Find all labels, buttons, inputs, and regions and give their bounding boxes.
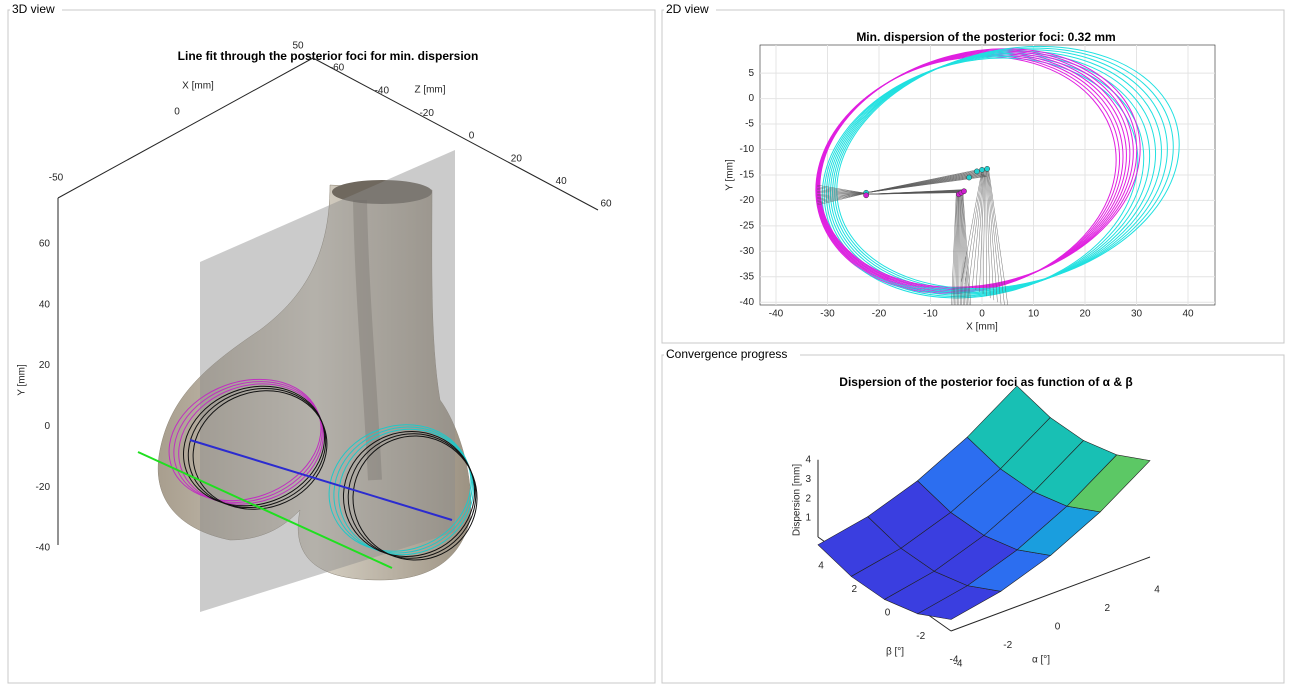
z-tick-label: 60 [600, 199, 612, 210]
focus-point [985, 166, 990, 171]
x-tick-label: 50 [292, 41, 304, 52]
z-tick-label: -20 [419, 108, 434, 119]
x-tick-label: 0 [174, 107, 180, 118]
focus-point [961, 189, 966, 194]
y-tick-label: 0 [885, 608, 891, 619]
z-tick-label: 3 [805, 474, 811, 485]
y-tick-label: 20 [39, 360, 51, 371]
y-tick-label: -25 [740, 220, 755, 231]
x-tick-label: 0 [1055, 622, 1061, 633]
y-label: Y [mm] [725, 159, 736, 191]
x-tick-label: -40 [769, 309, 784, 320]
z-tick-label: -40 [375, 85, 390, 96]
panel-title: Convergence progress [666, 347, 787, 361]
y-tick-label: 4 [818, 561, 824, 572]
y-tick-label: -5 [745, 119, 754, 130]
y-label: Y [mm] [17, 364, 28, 396]
x-tick-label: -4 [954, 659, 963, 670]
axes-title: Min. dispersion of the posterior foci: 0… [856, 30, 1115, 44]
y-tick-label: -2 [916, 631, 925, 642]
z-tick-label: -60 [330, 63, 345, 74]
x-tick-label: 4 [1154, 585, 1160, 596]
z-tick-label: 1 [805, 513, 811, 524]
y-tick-label: -35 [740, 271, 755, 282]
y-tick-label: -15 [740, 170, 755, 181]
y-tick-label: -10 [740, 144, 755, 155]
x-tick-label: -2 [1003, 640, 1012, 651]
y-tick-label: -40 [740, 297, 755, 308]
x-tick-label: -30 [820, 309, 835, 320]
x-tick-label: -20 [872, 309, 887, 320]
panel-title: 3D view [12, 2, 55, 16]
y-tick-label: 40 [39, 299, 51, 310]
axes-title: Line fit through the posterior foci for … [178, 49, 479, 63]
z-label: Dispersion [mm] [792, 464, 803, 536]
x-tick-label: -50 [49, 173, 64, 184]
y-tick-label: -20 [36, 482, 51, 493]
focus-point [979, 167, 984, 172]
x-label: X [mm] [966, 322, 998, 333]
z-tick-label: 20 [511, 153, 523, 164]
z-tick-label: 2 [805, 493, 811, 504]
page: 3D view 2D view Convergence progress Lin… [0, 0, 1292, 687]
x-tick-label: 40 [1182, 309, 1194, 320]
y-tick-label: -30 [740, 246, 755, 257]
x-tick-label: 0 [979, 309, 985, 320]
focus-point [967, 175, 972, 180]
y-tick-label: 0 [44, 421, 50, 432]
focus-point [864, 193, 869, 198]
x-label: X [mm] [182, 81, 214, 92]
z-tick-label: 4 [805, 455, 811, 466]
z-tick-label: 40 [556, 176, 568, 187]
y-tick-label: -40 [36, 543, 51, 554]
y-tick-label: 5 [748, 68, 754, 79]
y-tick-label: 60 [39, 239, 51, 250]
y-tick-label: -20 [740, 195, 755, 206]
x-tick-label: 10 [1028, 309, 1040, 320]
figure-window: 3D view 2D view Convergence progress Lin… [0, 0, 1292, 687]
focus-point [974, 169, 979, 174]
x-tick-label: 2 [1104, 603, 1110, 614]
x-tick-label: 20 [1079, 309, 1091, 320]
x-tick-label: 30 [1131, 309, 1143, 320]
panel-title: 2D view [666, 2, 709, 16]
z-label: Z [mm] [414, 85, 445, 96]
axes-title: Dispersion of the posterior foci as func… [839, 375, 1132, 389]
y-tick-label: 0 [748, 93, 754, 104]
y-tick-label: 2 [851, 584, 857, 595]
y-label: β [°] [886, 647, 904, 658]
x-tick-label: -10 [923, 309, 938, 320]
fit-plane [200, 150, 455, 612]
z-tick-label: 0 [469, 131, 475, 142]
x-label: α [°] [1032, 655, 1050, 666]
